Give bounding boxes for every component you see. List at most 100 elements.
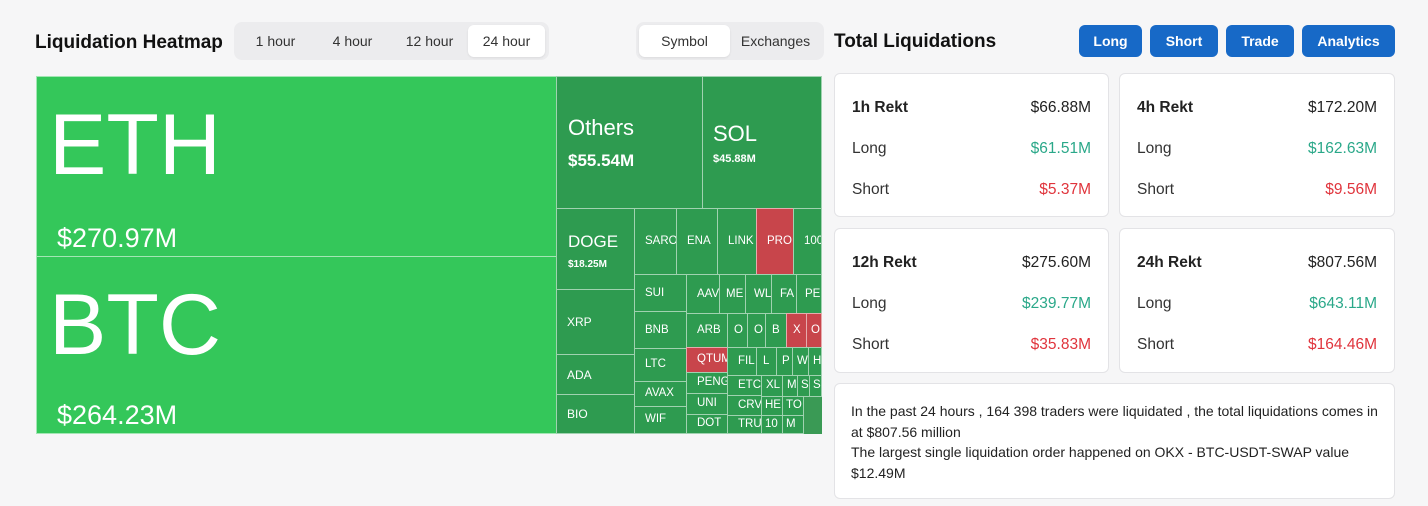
tile-small[interactable]: H: [808, 347, 822, 376]
card-short-value: $9.56M: [1325, 181, 1377, 198]
tile-small[interactable]: X: [786, 313, 807, 348]
tile-small[interactable]: ETC: [727, 375, 762, 396]
tile-symbol: XRP: [567, 315, 592, 329]
tile-symbol: Others: [568, 115, 635, 140]
tile-small[interactable]: PENG: [686, 372, 728, 394]
tile-small[interactable]: M: [782, 415, 804, 434]
tile-sol[interactable]: SOL $45.88M: [702, 76, 822, 209]
tile-symbol: AAV: [697, 288, 720, 300]
tile-small[interactable]: 100: [793, 208, 822, 275]
mode-option-symbol[interactable]: Symbol: [639, 25, 730, 57]
rekt-card-24h: 24h Rekt $807.56M Long $643.11M Short $164.…: [1119, 228, 1395, 373]
tile-small[interactable]: XL: [761, 375, 783, 397]
tile-small[interactable]: FA: [771, 274, 797, 314]
short-button[interactable]: Short: [1150, 25, 1218, 57]
tile-symbol: BNB: [645, 324, 669, 336]
tile-small[interactable]: WL: [745, 274, 772, 314]
tile-small[interactable]: PE: [796, 274, 822, 314]
tile-btc[interactable]: BTC $264.23M: [36, 256, 557, 434]
tile-ada[interactable]: ADA: [556, 354, 635, 395]
tile-symbol: ARB: [697, 324, 721, 336]
tile-eth[interactable]: ETH $270.97M: [36, 76, 557, 257]
tile-small[interactable]: TRU: [727, 415, 762, 434]
tile-small[interactable]: O: [727, 313, 748, 348]
tile-symbol: XL: [766, 379, 781, 391]
tile-symbol: M: [786, 418, 796, 430]
card-period: 24h Rekt: [1137, 254, 1202, 271]
tile-symbol: PE: [805, 288, 821, 300]
tile-symbol: BTC: [49, 277, 221, 373]
tile-symbol: WL: [754, 288, 772, 300]
tile-symbol: B: [772, 324, 780, 336]
tile-symbol: O: [734, 324, 743, 336]
tile-small[interactable]: BNB: [634, 311, 687, 349]
card-total: $172.20M: [1308, 99, 1377, 116]
tile-symbol: PRO: [767, 235, 792, 247]
liquidation-summary: In the past 24 hours , 164 398 traders w…: [834, 383, 1395, 499]
card-long-label: Long: [852, 295, 887, 312]
tile-small[interactable]: B: [765, 313, 787, 348]
tile-symbol: AVAX: [645, 387, 674, 399]
card-short-label: Short: [852, 181, 890, 198]
time-range-selector: 1 hour 4 hour 12 hour 24 hour: [234, 22, 549, 60]
time-option-12h[interactable]: 12 hour: [405, 33, 454, 49]
tile-small[interactable]: ME: [719, 274, 746, 314]
tile-small[interactable]: M: [782, 375, 798, 397]
tile-symbol: BIO: [567, 407, 588, 421]
tile-small[interactable]: DOT: [686, 414, 728, 434]
card-long-value: $643.11M: [1309, 295, 1377, 312]
grouping-selector: Symbol Exchanges: [636, 22, 824, 60]
tile-doge[interactable]: DOGE $18.25M: [556, 208, 635, 290]
tile-small[interactable]: QTUM: [686, 347, 728, 373]
tile-small[interactable]: L: [756, 347, 777, 376]
tile-small[interactable]: W: [792, 347, 809, 376]
rekt-card-4h: 4h Rekt $172.20M Long $162.63M Short $9.56M: [1119, 73, 1395, 217]
long-button[interactable]: Long: [1079, 25, 1142, 57]
card-total: $275.60M: [1022, 254, 1091, 271]
tile-small[interactable]: O: [806, 313, 822, 348]
tile-others[interactable]: Others $55.54M: [556, 76, 703, 209]
tile-small[interactable]: UNI: [686, 393, 728, 415]
tile-symbol: FIL: [738, 355, 755, 367]
tile-small[interactable]: O: [747, 313, 766, 348]
tile-small[interactable]: P: [776, 347, 793, 376]
tile-small[interactable]: WIF: [634, 406, 687, 434]
summary-largest-order-line: The largest single liquidation order hap…: [851, 444, 1350, 481]
tile-small[interactable]: FIL: [727, 347, 757, 376]
tile-symbol: TRU: [738, 418, 762, 430]
tile-small[interactable]: 10: [761, 415, 783, 434]
time-option-1h[interactable]: 1 hour: [255, 33, 296, 49]
card-long-label: Long: [1137, 295, 1172, 312]
tile-symbol: S: [801, 379, 809, 391]
tile-xrp[interactable]: XRP: [556, 289, 635, 355]
tile-small[interactable]: SARO: [634, 208, 677, 275]
tile-small[interactable]: HE: [761, 396, 783, 416]
tile-small[interactable]: TO: [782, 396, 804, 416]
tile-small[interactable]: LINK: [717, 208, 757, 275]
tile-small[interactable]: CRV: [727, 395, 762, 416]
tile-symbol: TO: [786, 399, 802, 411]
tile-symbol: DOGE: [568, 232, 619, 251]
trade-button[interactable]: Trade: [1226, 25, 1294, 57]
tile-bio[interactable]: BIO: [556, 394, 635, 434]
tile-symbol: P: [782, 355, 790, 367]
time-option-4h[interactable]: 4 hour: [332, 33, 373, 49]
card-short-value: $35.83M: [1030, 336, 1091, 353]
tile-value: $264.23M: [57, 400, 178, 430]
tile-small[interactable]: PRO: [756, 208, 794, 275]
tile-symbol: WIF: [645, 413, 667, 425]
tile-small[interactable]: ARB: [686, 313, 728, 348]
tile-small[interactable]: AVAX: [634, 381, 687, 407]
time-option-24h[interactable]: 24 hour: [468, 25, 545, 57]
tile-small[interactable]: SUI: [634, 274, 687, 312]
tile-symbol: LTC: [645, 358, 666, 370]
mode-option-exchanges[interactable]: Exchanges: [740, 33, 811, 49]
tile-small[interactable]: ENA: [676, 208, 718, 275]
tile-small[interactable]: S: [809, 375, 822, 397]
tile-small[interactable]: LTC: [634, 348, 687, 382]
analytics-button[interactable]: Analytics: [1302, 25, 1395, 57]
tile-symbol: W: [797, 355, 808, 367]
tile-small[interactable]: AAV: [686, 274, 720, 314]
tile-symbol: CRV: [738, 399, 762, 411]
card-long-label: Long: [1137, 140, 1172, 157]
